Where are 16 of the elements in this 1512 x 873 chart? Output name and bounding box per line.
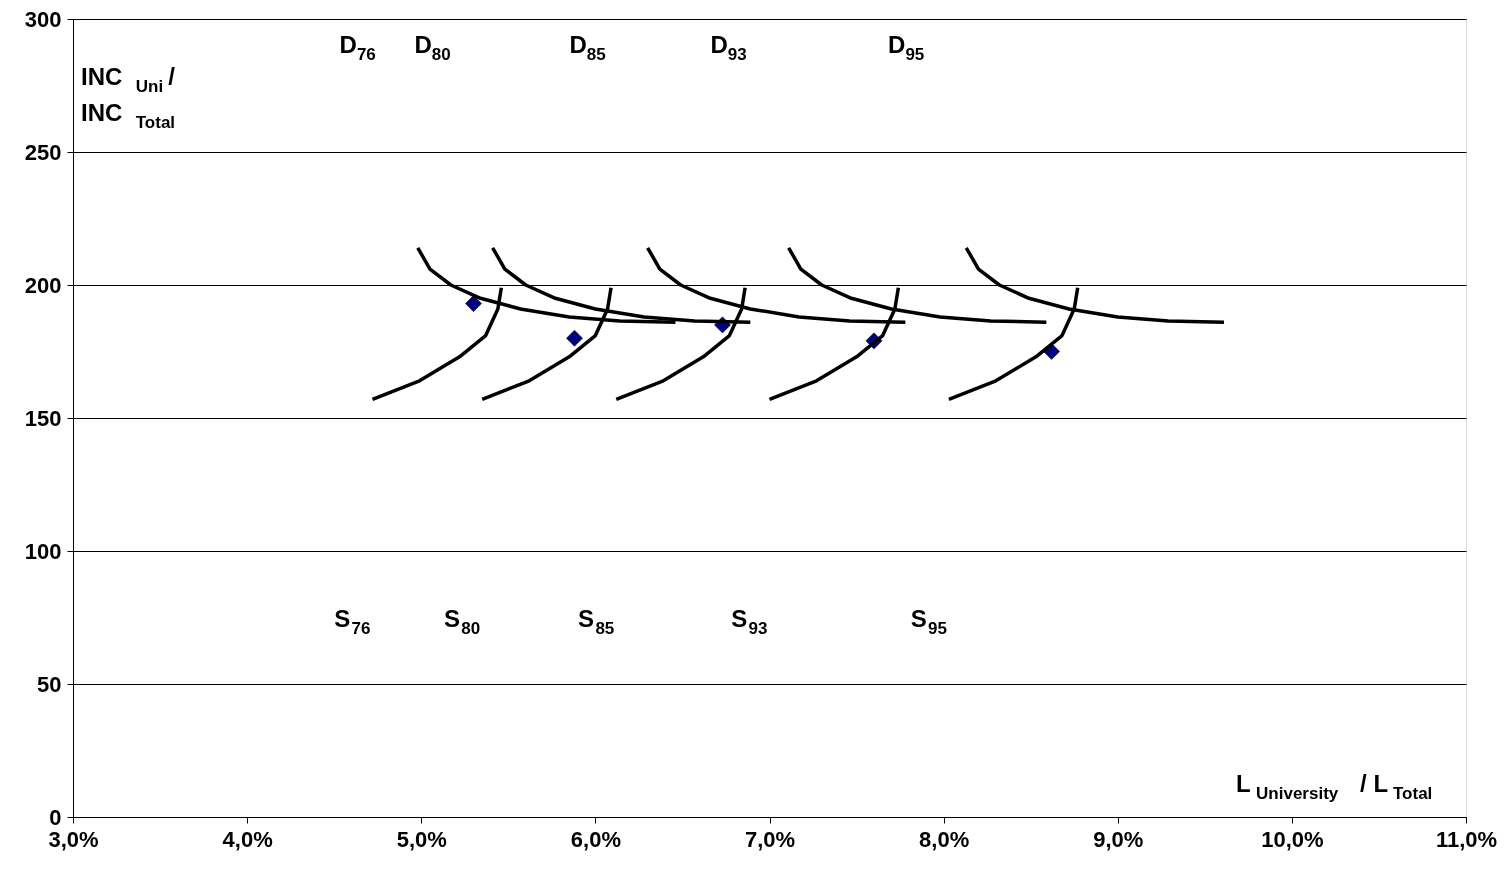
text: INC Uni / INC Total <box>81 63 176 132</box>
x-tick-label: 8,0% <box>919 826 970 852</box>
x-tick-label: 6,0% <box>570 826 621 852</box>
y-tick-label: 200 <box>24 272 62 298</box>
y-tick-label: 150 <box>24 405 62 431</box>
y-tick-label: 50 <box>37 671 62 697</box>
x-tick-label: 11,0% <box>1435 826 1498 852</box>
text: L University / L Total <box>1235 770 1433 803</box>
x-tick-label: 5,0% <box>396 826 447 852</box>
x-tick-label: 10,0% <box>1261 826 1324 852</box>
y-tick-label: 300 <box>24 6 62 32</box>
x-tick-label: 9,0% <box>1093 826 1144 852</box>
y-tick-label: 100 <box>24 538 62 564</box>
y-tick-label: 250 <box>24 139 62 165</box>
x-tick-label: 7,0% <box>744 826 796 852</box>
x-tick-label: 4,0% <box>222 826 273 852</box>
